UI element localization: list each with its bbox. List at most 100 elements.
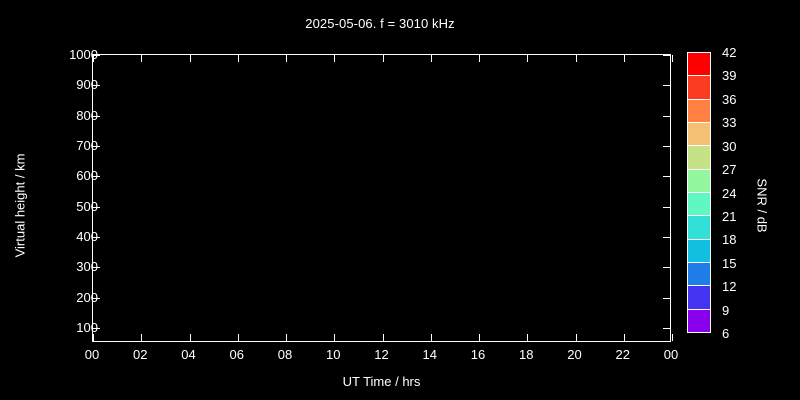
y-tick-mark — [663, 297, 670, 299]
colorbar-tick-label: 42 — [722, 45, 737, 60]
colorbar-tick-label: 6 — [722, 326, 730, 341]
x-tick-mark — [623, 334, 625, 341]
y-tick-label: 1000 — [69, 47, 98, 62]
heatmap-data-area — [93, 55, 670, 341]
x-tick-label: 16 — [470, 347, 486, 362]
y-tick-mark — [663, 206, 670, 208]
x-tick-mark — [141, 334, 143, 341]
x-tick-mark — [93, 55, 94, 62]
colorbar-band — [688, 192, 710, 217]
x-tick-mark — [189, 55, 191, 62]
y-tick-label: 500 — [76, 198, 98, 214]
colorbar-tick-label: 21 — [722, 208, 737, 224]
x-axis-label: UT Time / hrs — [342, 374, 421, 389]
x-tick-mark — [382, 334, 384, 341]
colorbar-tick-label: 15 — [722, 255, 737, 271]
x-tick-mark — [527, 334, 529, 341]
x-tick-mark — [286, 55, 287, 62]
y-tick-mark — [663, 145, 670, 147]
x-tick-label: 20 — [567, 347, 582, 362]
y-tick-mark — [93, 145, 100, 147]
x-tick-label: 00 — [663, 347, 679, 362]
colorbar-tick-label: 18 — [722, 232, 737, 248]
y-tick-mark — [93, 327, 100, 329]
x-tick-mark — [672, 55, 673, 62]
y-tick-mark — [93, 297, 100, 299]
x-tick-mark — [672, 334, 673, 341]
y-tick-mark — [93, 176, 100, 178]
colorbar-band — [688, 239, 710, 263]
x-tick-label: 22 — [615, 347, 630, 362]
colorbar-tick-label: 24 — [722, 185, 737, 201]
x-tick-label: 10 — [326, 347, 341, 362]
colorbar-band — [688, 53, 710, 77]
x-tick-mark — [430, 334, 432, 341]
colorbar-tick-label: 27 — [722, 162, 737, 178]
x-tick-mark — [334, 334, 336, 341]
colorbar-band — [688, 262, 710, 287]
x-tick-label: 06 — [229, 347, 244, 362]
x-tick-mark — [141, 55, 143, 62]
y-tick-label: 300 — [76, 259, 98, 275]
x-tick-mark — [623, 55, 625, 62]
x-tick-mark — [527, 55, 529, 62]
x-tick-mark — [334, 55, 336, 62]
y-tick-label: 800 — [76, 107, 98, 123]
x-tick-label: 12 — [374, 347, 389, 362]
colorbar-band — [688, 76, 710, 100]
plot-axes-frame — [92, 54, 673, 342]
y-tick-mark — [663, 327, 670, 329]
y-tick-mark — [93, 206, 100, 208]
colorbar-tick-label: 12 — [722, 279, 737, 295]
x-tick-mark — [575, 55, 577, 62]
x-tick-mark — [479, 55, 480, 62]
y-tick-mark — [663, 236, 670, 238]
colorbar-tick-label: 30 — [722, 138, 737, 154]
colorbar-band — [688, 146, 710, 170]
y-tick-label: 700 — [76, 137, 98, 153]
colorbar-band — [688, 169, 710, 193]
y-tick-mark — [93, 85, 100, 87]
y-tick-mark — [663, 85, 670, 87]
x-tick-label: 04 — [181, 347, 196, 362]
colorbar-tick-label: 36 — [722, 91, 737, 107]
page-title: 2025-05-06. f = 3010 kHz — [305, 16, 455, 31]
y-tick-mark — [663, 55, 670, 56]
colorbar-band — [688, 122, 710, 147]
y-tick-mark — [93, 115, 100, 117]
colorbar — [687, 52, 711, 333]
x-tick-label: 08 — [277, 347, 293, 362]
colorbar-band — [688, 216, 710, 240]
x-tick-mark — [430, 55, 432, 62]
y-tick-mark — [663, 267, 670, 269]
colorbar-tick-label: 9 — [722, 302, 730, 318]
x-tick-label: 02 — [133, 347, 148, 362]
colorbar-tick-label: 33 — [722, 115, 737, 131]
colorbar-axis-label: SNR / dB — [754, 178, 770, 233]
colorbar-band — [688, 309, 710, 332]
y-tick-label: 900 — [76, 77, 98, 93]
y-tick-mark — [663, 176, 670, 178]
colorbar-tick-label: 39 — [722, 68, 737, 84]
x-tick-label: 18 — [519, 347, 534, 362]
x-tick-mark — [237, 55, 239, 62]
x-tick-mark — [479, 334, 480, 341]
x-tick-mark — [93, 334, 94, 341]
y-axis-label: Virtual height / km — [12, 153, 28, 258]
x-tick-mark — [286, 334, 287, 341]
x-tick-mark — [189, 334, 191, 341]
colorbar-band — [688, 286, 710, 310]
y-tick-label: 600 — [76, 168, 98, 184]
y-tick-label: 100 — [76, 319, 98, 335]
y-tick-mark — [93, 236, 100, 238]
y-tick-mark — [663, 115, 670, 117]
colorbar-band — [688, 99, 710, 123]
x-tick-mark — [382, 55, 384, 62]
y-tick-mark — [93, 267, 100, 269]
x-tick-label: 14 — [422, 347, 437, 362]
x-tick-mark — [237, 334, 239, 341]
y-tick-label: 200 — [76, 289, 98, 305]
y-tick-mark — [93, 55, 100, 56]
y-tick-label: 400 — [76, 228, 98, 244]
